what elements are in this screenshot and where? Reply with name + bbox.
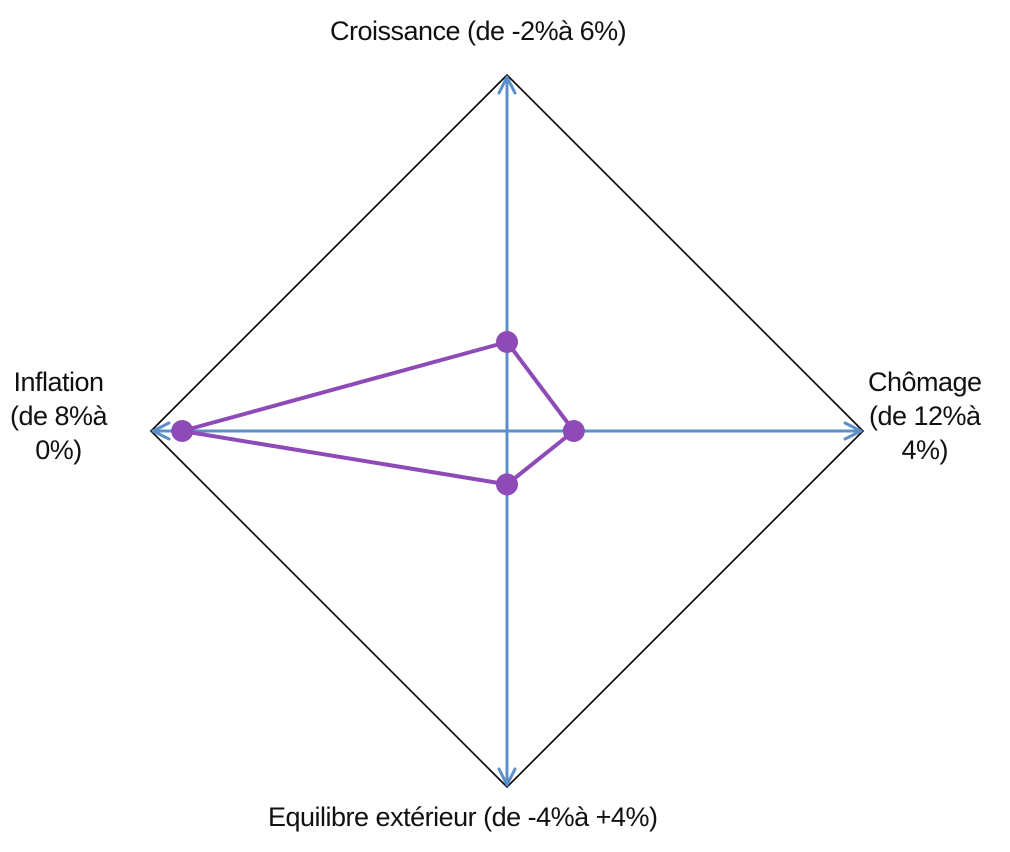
axis-label-chomage-line-3: 4%) [901, 435, 949, 465]
axis-label-inflation-line-3: 0%) [35, 435, 82, 465]
axis-label-inflation-line-1: Inflation [13, 367, 105, 397]
axis-label-chomage-line-1: Chômage [868, 367, 982, 397]
axis-label-equilibre: Equilibre extérieur (de -4%à +4%) [268, 800, 658, 834]
data-point-croissance [496, 331, 518, 353]
series-line-0 [180, 340, 576, 487]
axis-label-inflation: Inflation (de 8%à 0%) [10, 365, 108, 467]
data-point-inflation [171, 420, 194, 442]
axis-label-inflation-line-2: (de 8%à [10, 401, 108, 431]
radar-frame [149, 73, 865, 789]
axis-label-equilibre-line: Equilibre extérieur (de -4%à +4%) [268, 802, 658, 832]
data-point-chomage [562, 420, 585, 442]
axis-label-chomage-line-2: (de 12%à [868, 401, 981, 431]
data-point-equilibre [496, 473, 518, 496]
axis-label-croissance-line: Croissance (de -2%à 6%) [330, 16, 627, 46]
axis-label-chomage: Chômage (de 12%à 4%) [868, 365, 982, 467]
axis-label-croissance: Croissance (de -2%à 6%) [330, 14, 627, 48]
